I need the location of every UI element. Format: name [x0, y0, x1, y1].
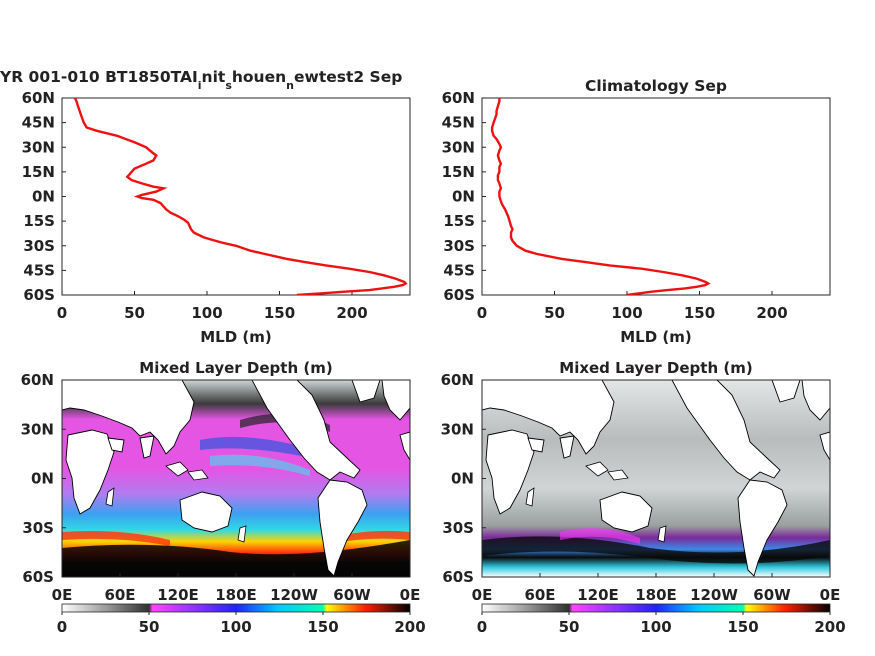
colorbar-tick-label: 200 [394, 618, 425, 636]
panel-climatology-map: Mixed Layer Depth (m) 60N 30N 0N 30S 60S 0E 6… [441, 359, 846, 636]
y-tick-label: 15S [23, 212, 55, 230]
colorbar-panel3 [61, 603, 411, 613]
xlabel-panel1: MLD (m) [200, 328, 272, 346]
climatology-profile-line [490, 98, 711, 295]
colorbar-tick-label: 50 [139, 618, 160, 636]
y-tick-label: 45S [23, 261, 55, 279]
colorbar-tick-label: 150 [307, 618, 338, 636]
colorbar-tick-label: 100 [640, 618, 671, 636]
y-tick-label: 45N [22, 114, 55, 132]
map-lon-label: 0E [52, 586, 73, 604]
map-lon-label: 120E [577, 586, 619, 604]
y-tick-label: 60S [23, 286, 55, 304]
map-lon-label: 0E [820, 586, 841, 604]
y-tick-label: 0N [452, 188, 475, 206]
colorbar-tick-label: 100 [220, 618, 251, 636]
map-lon-label: 180E [215, 586, 257, 604]
y-tick-label: 15N [22, 163, 55, 181]
y-tick-label: 15S [443, 212, 475, 230]
x-tick-label: 100 [611, 304, 642, 322]
map-lon-label: 0E [400, 586, 421, 604]
map-lon-label: 60E [524, 586, 555, 604]
map-lat-label: 30N [441, 420, 474, 438]
y-tick-label: 0N [32, 188, 55, 206]
title-panel2: Climatology Sep [585, 77, 727, 95]
plot-area-panel2 [481, 97, 831, 296]
mld-profile-line [73, 98, 408, 295]
x-tick-label: 200 [756, 304, 787, 322]
y-tick-label: 60N [22, 89, 55, 107]
y-tick-label: 30N [442, 138, 475, 156]
x-tick-label: 150 [684, 304, 715, 322]
colorbar-tick-label: 150 [727, 618, 758, 636]
y-tick-label: 30S [23, 237, 55, 255]
map-lon-label: 60E [104, 586, 135, 604]
map-lat-label: 0N [31, 470, 54, 488]
y-tick-label: 60N [442, 89, 475, 107]
map-lat-label: 30S [442, 519, 474, 537]
panel-model-map: Mixed Layer Depth (m) 60N 30N 0N 30S 60S 0E 6… [21, 359, 426, 636]
map-lon-label: 180E [635, 586, 677, 604]
map-lat-label: 60S [442, 568, 474, 586]
map-lat-label: 30N [21, 420, 54, 438]
map-lon-label: 120W [270, 586, 318, 604]
xlabel-panel2: MLD (m) [620, 328, 692, 346]
x-tick-label: 50 [544, 304, 565, 322]
map-lon-label: 0E [472, 586, 493, 604]
panel-climatology-profile: Climatology Sep 60N 45N 30N 15N 0N 15S 30S 45S 6… [442, 77, 831, 346]
map-lat-label: 60N [21, 371, 54, 389]
y-tick-label: 45S [443, 261, 475, 279]
y-tick-label: 60S [443, 286, 475, 304]
y-tick-label: 15N [442, 163, 475, 181]
map-lat-label: 30S [22, 519, 54, 537]
y-tick-label: 30S [443, 237, 475, 255]
colorbar-tick-label: 50 [559, 618, 580, 636]
map-lat-label: 0N [451, 470, 474, 488]
map-lon-label: 60W [753, 586, 791, 604]
y-tick-label: 30N [22, 138, 55, 156]
title-panel4: Mixed Layer Depth (m) [559, 359, 752, 377]
x-tick-label: 200 [336, 304, 367, 322]
colorbar-panel4 [481, 603, 831, 613]
plot-area-panel1 [61, 97, 411, 296]
map-lon-label: 120W [690, 586, 738, 604]
x-tick-label: 0 [477, 304, 487, 322]
x-tick-label: 100 [191, 304, 222, 322]
map-lat-label: 60N [441, 371, 474, 389]
map-field-panel4 [482, 380, 830, 577]
x-tick-label: 150 [264, 304, 295, 322]
y-tick-label: 45N [442, 114, 475, 132]
x-tick-label: 50 [124, 304, 145, 322]
x-tick-label: 0 [57, 304, 67, 322]
map-field-panel3 [62, 380, 410, 577]
panel-model-profile: YR 001-010 BT1850TAIinitshouennewtest2 S… [0, 68, 411, 346]
colorbar-tick-label: 200 [814, 618, 845, 636]
colorbar-tick-label: 0 [477, 618, 487, 636]
colorbar-tick-label: 0 [57, 618, 67, 636]
map-lon-label: 120E [157, 586, 199, 604]
title-panel3: Mixed Layer Depth (m) [139, 359, 332, 377]
map-lon-label: 60W [333, 586, 371, 604]
map-lat-label: 60S [22, 568, 54, 586]
title-panel1: YR 001-010 BT1850TAIinitshouennewtest2 S… [0, 68, 402, 92]
